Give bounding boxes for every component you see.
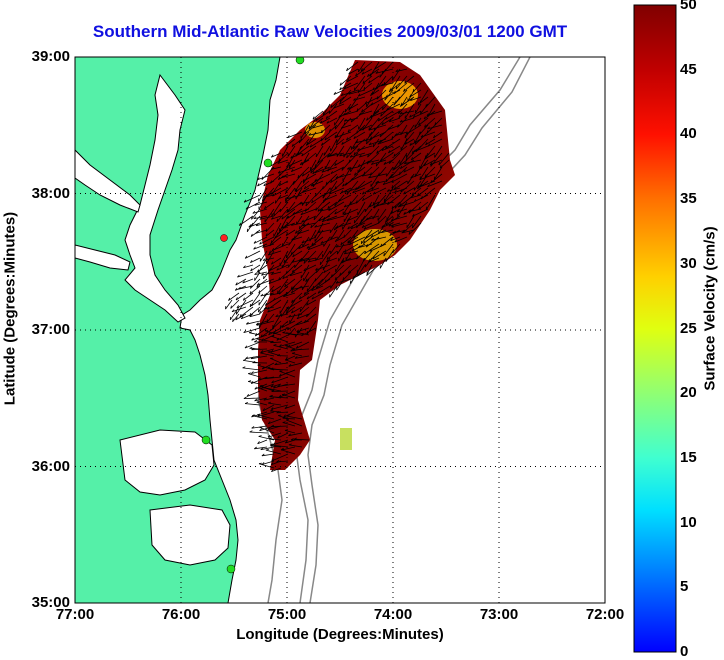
station-marker bbox=[202, 436, 210, 444]
station-marker bbox=[227, 565, 235, 573]
y-tick-label: 37:00 bbox=[18, 321, 70, 338]
colorbar bbox=[634, 5, 676, 652]
y-tick-label: 39:00 bbox=[18, 48, 70, 65]
velocity-arrow-head bbox=[314, 217, 315, 220]
y-tick-label: 36:00 bbox=[18, 458, 70, 475]
colorbar-tick-label: 5 bbox=[680, 578, 716, 595]
colorbar-tick-label: 45 bbox=[680, 61, 716, 78]
x-tick-label: 72:00 bbox=[575, 606, 635, 623]
y-tick-label: 35:00 bbox=[18, 594, 70, 611]
velocity-arrow-head bbox=[258, 387, 261, 388]
velocity-arrow-head bbox=[271, 336, 274, 337]
station-marker bbox=[264, 159, 272, 167]
sound-water-2 bbox=[150, 505, 230, 565]
colorbar-tick-label: 0 bbox=[680, 643, 716, 660]
x-tick-label: 75:00 bbox=[257, 606, 317, 623]
colorbar-tick-label: 40 bbox=[680, 125, 716, 142]
velocity-arrow-head bbox=[260, 385, 263, 386]
velocity-arrow-head bbox=[384, 253, 385, 256]
velocity-arrow-head bbox=[289, 242, 290, 245]
y-axis-label: Latitude (Degrees:Minutes) bbox=[2, 159, 19, 459]
velocity-arrow-head bbox=[383, 107, 384, 110]
velocity-arrow-head bbox=[300, 309, 301, 312]
y-tick-label: 38:00 bbox=[18, 185, 70, 202]
station-marker bbox=[221, 235, 228, 242]
x-tick-label: 73:00 bbox=[469, 606, 529, 623]
velocity-arrow-head bbox=[286, 190, 287, 193]
x-tick-label: 74:00 bbox=[363, 606, 423, 623]
colorbar-tick-label: 10 bbox=[680, 514, 716, 531]
x-axis-label: Longitude (Degrees:Minutes) bbox=[75, 626, 605, 643]
colorbar-label: Surface Velocity (cm/s) bbox=[702, 159, 719, 459]
x-tick-label: 76:00 bbox=[151, 606, 211, 623]
colorbar-tick-label: 50 bbox=[680, 0, 716, 13]
velocity-arrow-head bbox=[278, 415, 281, 416]
